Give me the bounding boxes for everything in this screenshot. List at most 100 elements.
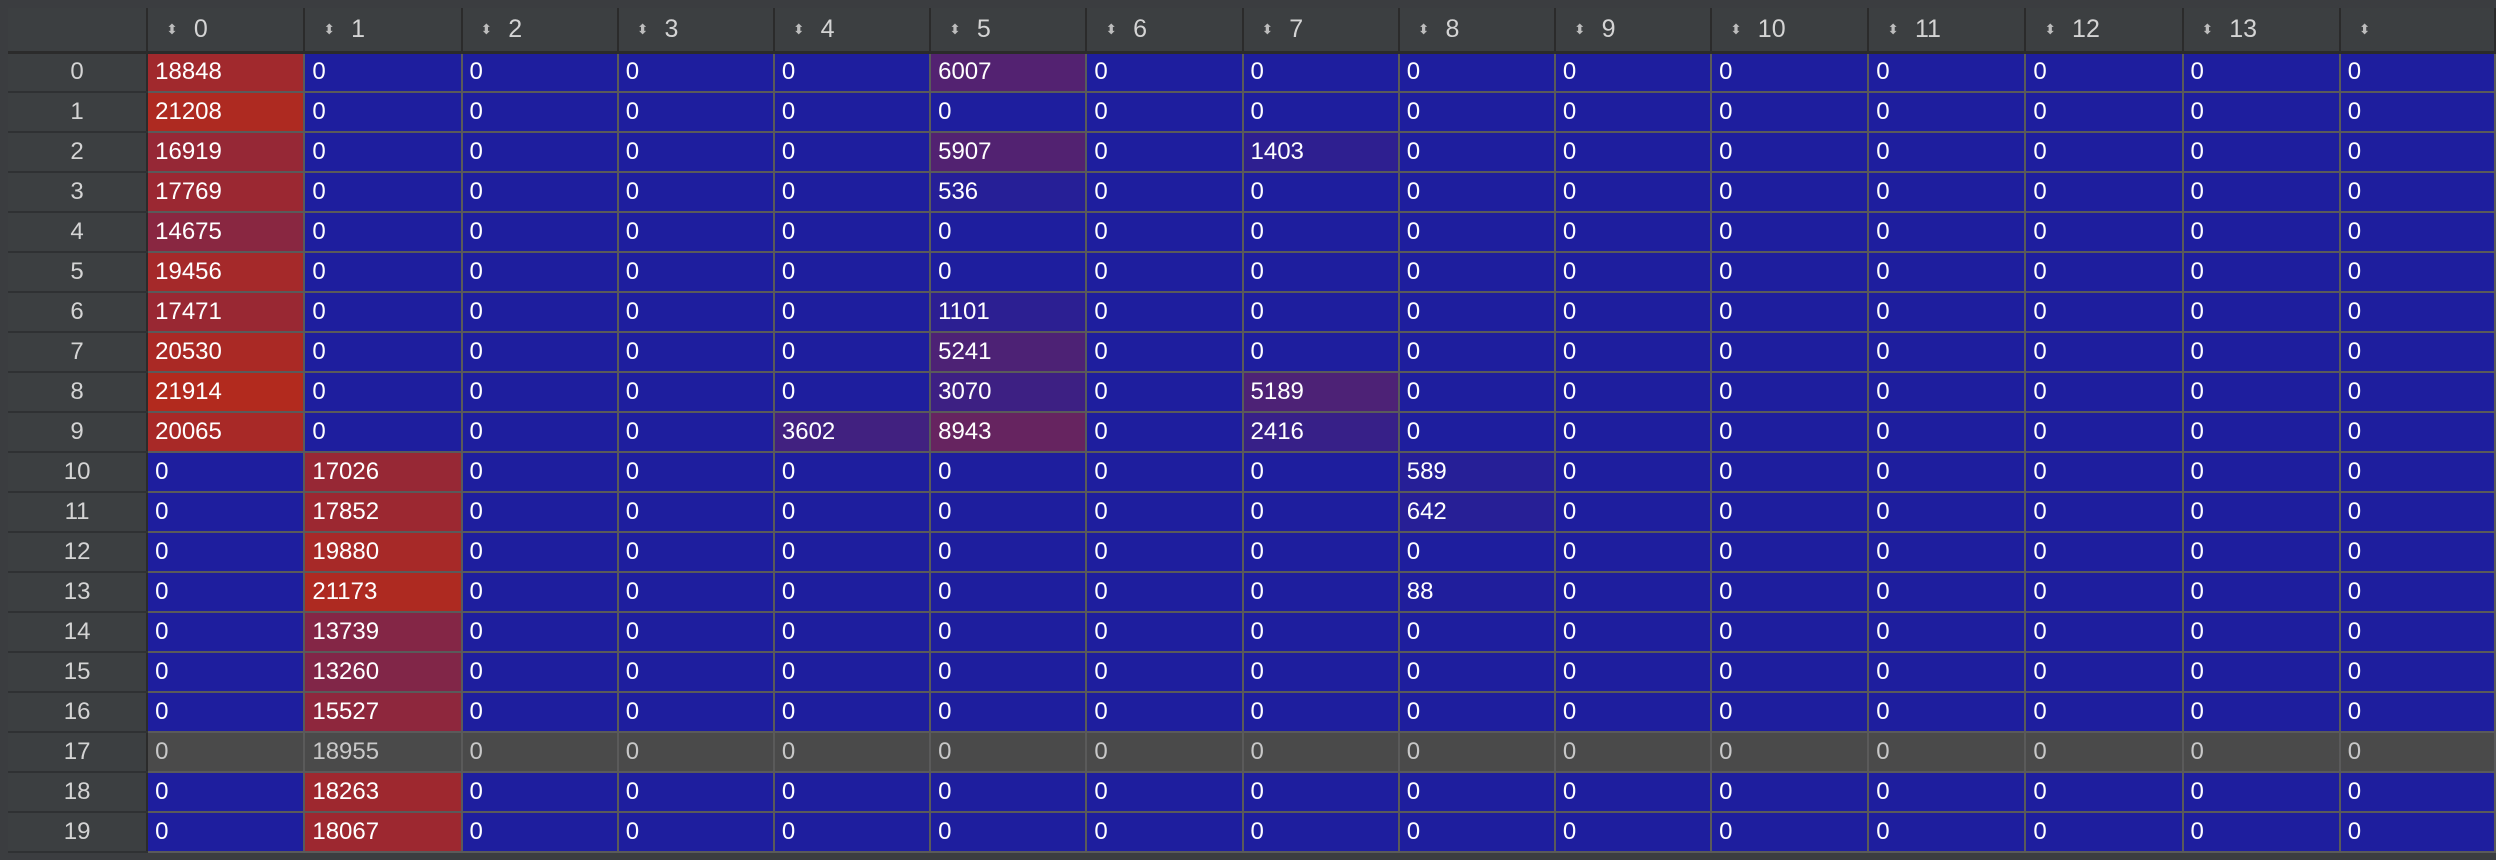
- table-row[interactable]: 19 0 18067 0 0 0 0 0 0 0 0 0 0 0 0 0: [8, 812, 2496, 853]
- table-cell[interactable]: 0: [1086, 532, 1244, 573]
- table-cell[interactable]: 0: [2339, 372, 2496, 413]
- sort-arrows-icon[interactable]: ⬍: [2044, 20, 2057, 37]
- table-cell[interactable]: 0: [1711, 132, 1870, 173]
- table-cell[interactable]: 0: [1554, 172, 1713, 213]
- column-header[interactable]: ⬍ 4: [773, 8, 932, 54]
- table-cell[interactable]: 0: [1398, 732, 1556, 773]
- table-cell[interactable]: 0: [1242, 452, 1400, 493]
- table-cell[interactable]: 0: [1554, 692, 1713, 733]
- table-cell[interactable]: 2416: [1242, 412, 1400, 453]
- table-row[interactable]: 3 17769 0 0 0 0 536 0 0 0 0 0 0 0 0 0: [8, 172, 2496, 213]
- table-cell[interactable]: 0: [617, 652, 775, 693]
- table-cell[interactable]: 1101: [930, 292, 1088, 333]
- table-cell[interactable]: 0: [2025, 692, 2184, 733]
- column-header[interactable]: ⬍ 2: [461, 8, 619, 54]
- table-cell[interactable]: 0: [2339, 52, 2496, 93]
- table-cell[interactable]: 0: [147, 572, 306, 613]
- table-cell[interactable]: 0: [1711, 252, 1870, 293]
- table-cell[interactable]: 0: [461, 92, 619, 133]
- table-cell[interactable]: 0: [2025, 612, 2184, 653]
- table-cell[interactable]: 0: [1086, 692, 1244, 733]
- table-cell[interactable]: 0: [2182, 772, 2341, 813]
- sort-arrows-icon[interactable]: ⬍: [1887, 20, 1899, 37]
- table-cell[interactable]: 0: [2182, 572, 2341, 613]
- table-cell[interactable]: 0: [1554, 52, 1713, 93]
- table-cell[interactable]: 0: [930, 572, 1088, 613]
- table-row[interactable]: 13 0 21173 0 0 0 0 0 0 88 0 0 0 0 0 0: [8, 572, 2496, 613]
- table-cell[interactable]: 0: [2025, 172, 2184, 213]
- table-cell[interactable]: 0: [2339, 692, 2496, 733]
- table-cell[interactable]: 0: [2339, 212, 2496, 253]
- table-cell[interactable]: 0: [1554, 652, 1713, 693]
- table-cell[interactable]: 0: [617, 692, 775, 733]
- table-cell[interactable]: 0: [147, 812, 306, 853]
- table-cell[interactable]: 0: [773, 332, 932, 373]
- table-cell[interactable]: 0: [304, 292, 463, 333]
- table-cell[interactable]: 0: [1868, 652, 2027, 693]
- table-cell[interactable]: 0: [1086, 452, 1244, 493]
- table-cell[interactable]: 0: [461, 812, 619, 853]
- column-header[interactable]: ⬍ 1: [304, 8, 463, 54]
- table-cell[interactable]: 0: [461, 652, 619, 693]
- table-cell[interactable]: 0: [1711, 492, 1870, 533]
- table-cell[interactable]: 0: [930, 92, 1088, 133]
- table-row[interactable]: 4 14675 0 0 0 0 0 0 0 0 0 0 0 0 0 0: [8, 212, 2496, 253]
- table-row[interactable]: 15 0 13260 0 0 0 0 0 0 0 0 0 0 0 0 0: [8, 652, 2496, 693]
- table-cell[interactable]: 0: [617, 452, 775, 493]
- table-cell[interactable]: 0: [147, 692, 306, 733]
- table-cell[interactable]: 19880: [304, 532, 463, 573]
- table-cell[interactable]: 0: [773, 132, 932, 173]
- table-row[interactable]: 17 0 18955 0 0 0 0 0 0 0 0 0 0 0 0 0: [8, 732, 2496, 773]
- table-cell[interactable]: 0: [1398, 652, 1556, 693]
- table-cell[interactable]: 0: [1554, 332, 1713, 373]
- table-cell[interactable]: 0: [1554, 612, 1713, 653]
- table-cell[interactable]: 0: [1086, 612, 1244, 653]
- table-cell[interactable]: 0: [1398, 532, 1556, 573]
- table-cell[interactable]: 0: [1711, 212, 1870, 253]
- table-cell[interactable]: 0: [1242, 252, 1400, 293]
- table-cell[interactable]: 0: [2339, 252, 2496, 293]
- table-cell[interactable]: 0: [2339, 612, 2496, 653]
- table-cell[interactable]: 0: [1868, 252, 2027, 293]
- table-cell[interactable]: 0: [773, 372, 932, 413]
- table-cell[interactable]: 0: [1711, 612, 1870, 653]
- table-cell[interactable]: 20065: [147, 412, 306, 453]
- table-cell[interactable]: 0: [461, 732, 619, 773]
- table-cell[interactable]: 0: [2182, 612, 2341, 653]
- table-cell[interactable]: 0: [1398, 92, 1556, 133]
- table-cell[interactable]: 0: [773, 92, 932, 133]
- table-cell[interactable]: 0: [1554, 292, 1713, 333]
- table-cell[interactable]: 0: [930, 692, 1088, 733]
- table-cell[interactable]: 0: [304, 172, 463, 213]
- column-header[interactable]: ⬍ 12: [2025, 8, 2184, 54]
- table-cell[interactable]: 0: [1242, 532, 1400, 573]
- table-cell[interactable]: 0: [1242, 772, 1400, 813]
- table-cell[interactable]: 0: [617, 532, 775, 573]
- table-cell[interactable]: 0: [617, 772, 775, 813]
- table-cell[interactable]: 0: [1711, 452, 1870, 493]
- table-cell[interactable]: 0: [461, 132, 619, 173]
- table-cell[interactable]: 0: [2339, 292, 2496, 333]
- table-cell[interactable]: 0: [773, 732, 932, 773]
- table-cell[interactable]: 0: [2182, 52, 2341, 93]
- table-cell[interactable]: 0: [2339, 572, 2496, 613]
- table-cell[interactable]: 0: [773, 572, 932, 613]
- table-cell[interactable]: 0: [2025, 92, 2184, 133]
- table-cell[interactable]: 0: [461, 172, 619, 213]
- table-cell[interactable]: 0: [2339, 492, 2496, 533]
- table-cell[interactable]: 0: [1242, 292, 1400, 333]
- table-cell[interactable]: 0: [1242, 492, 1400, 533]
- table-cell[interactable]: 0: [1398, 252, 1556, 293]
- table-cell[interactable]: 0: [1868, 572, 2027, 613]
- table-cell[interactable]: 0: [1398, 612, 1556, 653]
- table-cell[interactable]: 0: [1086, 292, 1244, 333]
- table-cell[interactable]: 0: [2182, 692, 2341, 733]
- table-cell[interactable]: 21208: [147, 92, 306, 133]
- table-cell[interactable]: 0: [2182, 492, 2341, 533]
- table-cell[interactable]: 0: [930, 652, 1088, 693]
- table-cell[interactable]: 0: [2182, 372, 2341, 413]
- sort-arrows-icon[interactable]: ⬍: [480, 20, 493, 37]
- table-cell[interactable]: 0: [1086, 92, 1244, 133]
- table-cell[interactable]: 0: [1242, 332, 1400, 373]
- table-cell[interactable]: 0: [773, 52, 932, 93]
